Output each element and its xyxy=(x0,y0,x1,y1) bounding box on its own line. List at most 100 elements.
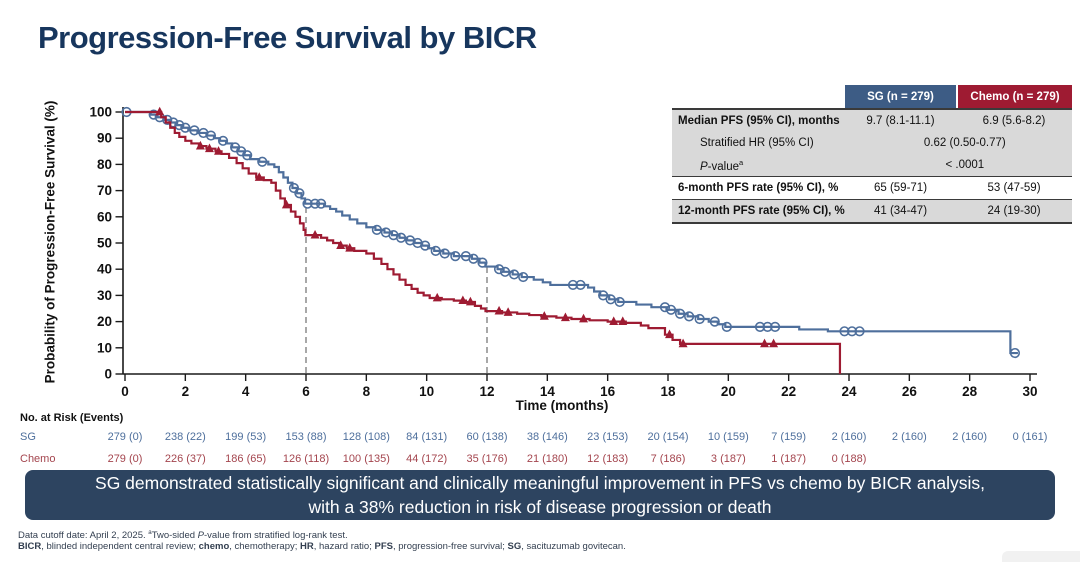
y-tick-label: 90 xyxy=(97,131,112,146)
risk-value: 38 (146) xyxy=(526,431,568,443)
censor-circle xyxy=(439,248,450,259)
censor-circle xyxy=(509,269,520,280)
y-tick-label: 10 xyxy=(97,340,112,355)
censor-circle xyxy=(180,122,191,133)
text-segment: PFS xyxy=(374,541,393,553)
stats-row-hr: Stratified HR (95% CI) 0.62 (0.50-0.77) xyxy=(672,132,1072,154)
censor-circle xyxy=(567,279,579,291)
x-tick-label: 6 xyxy=(302,384,310,399)
text-segment: Data cutoff date: April 2, 2025. xyxy=(18,530,149,542)
censor-triangle xyxy=(609,316,619,325)
risk-value: 84 (131) xyxy=(406,431,448,443)
censor-circle xyxy=(709,316,720,327)
y-tick-label: 100 xyxy=(89,105,112,120)
censor-circle xyxy=(518,271,529,283)
risk-series-label: SG xyxy=(20,431,36,443)
risk-value: 0 (188) xyxy=(831,453,867,465)
corner-placeholder xyxy=(1002,551,1080,562)
text-segment: SG xyxy=(507,541,522,553)
x-tick-label: 12 xyxy=(479,384,494,399)
footnote-abbreviations: BICR, blinded independent central review… xyxy=(18,541,626,552)
text-segment: HR xyxy=(300,541,314,553)
risk-value: 60 (138) xyxy=(466,431,508,443)
risk-value: 279 (0) xyxy=(107,431,143,443)
censor-circle xyxy=(420,240,431,251)
censor-triangle xyxy=(155,106,165,116)
censor-circle xyxy=(468,253,479,264)
risk-value: 1 (187) xyxy=(771,453,807,465)
censor-circle xyxy=(694,313,705,325)
censor-triangle xyxy=(432,292,442,302)
risk-value: 0 (161) xyxy=(1012,431,1048,443)
stats-table: SG (n = 279) Chemo (n = 279) Median PFS … xyxy=(672,85,1072,224)
chemo-column-header: Chemo (n = 279) xyxy=(958,85,1072,108)
censor-circle xyxy=(450,251,461,262)
censor-circle xyxy=(371,224,382,235)
censor-circle xyxy=(854,326,865,337)
censor-triangle xyxy=(760,338,770,348)
y-tick-label: 70 xyxy=(97,183,112,198)
risk-value: 126 (118) xyxy=(282,453,330,465)
censor-triangle xyxy=(204,143,214,153)
censor-circle xyxy=(477,257,488,268)
x-tick-label: 16 xyxy=(600,384,616,399)
censor-triangle xyxy=(254,172,264,181)
risk-value: 128 (108) xyxy=(342,431,390,443)
censor-circle xyxy=(665,304,677,315)
pvalue-value: < .0001 xyxy=(945,159,985,171)
x-tick-label: 14 xyxy=(540,384,556,399)
text-segment: , progression-free survival; xyxy=(392,541,508,553)
median-pfs-chemo-value: 6.9 (5.6-8.2) xyxy=(982,115,1046,127)
risk-value: 2 (160) xyxy=(831,431,867,443)
stats-table-body: Median PFS (95% CI), months 9.7 (8.1-11.… xyxy=(672,108,1072,224)
censor-circle xyxy=(846,326,858,337)
censor-circle xyxy=(769,321,781,332)
censor-circle xyxy=(257,156,268,167)
stats-row-median: Median PFS (95% CI), months 9.7 (8.1-11.… xyxy=(672,110,1072,132)
censor-triangle xyxy=(678,338,688,348)
censor-circle xyxy=(288,182,300,194)
stats-row-pfs6: 6-month PFS rate (95% CI), % 65 (59-71) … xyxy=(672,177,1072,200)
censor-circle xyxy=(839,326,850,337)
censor-triangle xyxy=(560,312,570,322)
text-segment: a xyxy=(739,157,744,167)
censor-circle xyxy=(721,321,732,332)
risk-series-label: Chemo xyxy=(20,453,56,465)
risk-value: 153 (88) xyxy=(285,431,327,443)
risk-value: 7 (159) xyxy=(771,431,807,443)
text-segment: P xyxy=(700,160,708,173)
x-tick-label: 4 xyxy=(242,384,250,399)
risk-value: 12 (183) xyxy=(587,453,629,465)
text-segment: , hazard ratio; xyxy=(313,541,375,553)
text-segment: BICR xyxy=(18,541,42,553)
text-segment: a xyxy=(148,529,152,536)
censor-circle xyxy=(189,125,200,136)
censor-triangle xyxy=(345,243,355,252)
censor-triangle xyxy=(618,316,628,325)
pfs6-chemo-value: 53 (47-59) xyxy=(987,182,1041,194)
stats-table-spacer xyxy=(672,85,845,108)
censor-circle xyxy=(1009,347,1021,359)
x-tick-label: 22 xyxy=(781,384,796,399)
risk-value: 23 (153) xyxy=(587,431,629,443)
censor-triangle xyxy=(465,296,475,306)
footnote-data-cutoff: Data cutoff date: April 2, 2025. aTwo-si… xyxy=(18,527,626,541)
x-tick-label: 18 xyxy=(660,384,676,399)
text-segment: , blinded independent central review; xyxy=(41,541,199,553)
chemo-curve xyxy=(125,106,842,374)
pfs12-label: 12-month PFS rate (95% CI), % xyxy=(678,205,845,217)
censor-circle xyxy=(395,232,407,243)
censor-circle xyxy=(684,311,695,322)
x-tick-label: 28 xyxy=(962,384,978,399)
stats-row-pvalue: P-valuea < .0001 xyxy=(672,154,1072,177)
risk-value: 2 (160) xyxy=(891,431,927,443)
censor-circle xyxy=(614,296,625,308)
risk-table-heading: No. at Risk (Events) xyxy=(20,412,124,424)
stats-row-pfs12: 12-month PFS rate (95% CI), % 41 (34-47)… xyxy=(672,200,1072,224)
x-tick-label: 30 xyxy=(1022,384,1037,399)
sg-column-header: SG (n = 279) xyxy=(845,85,956,108)
censor-circle xyxy=(309,198,321,209)
text-segment: Two-sided xyxy=(151,530,198,542)
x-tick-label: 10 xyxy=(419,384,434,399)
text-segment: , sacituzumab govitecan. xyxy=(521,541,626,553)
